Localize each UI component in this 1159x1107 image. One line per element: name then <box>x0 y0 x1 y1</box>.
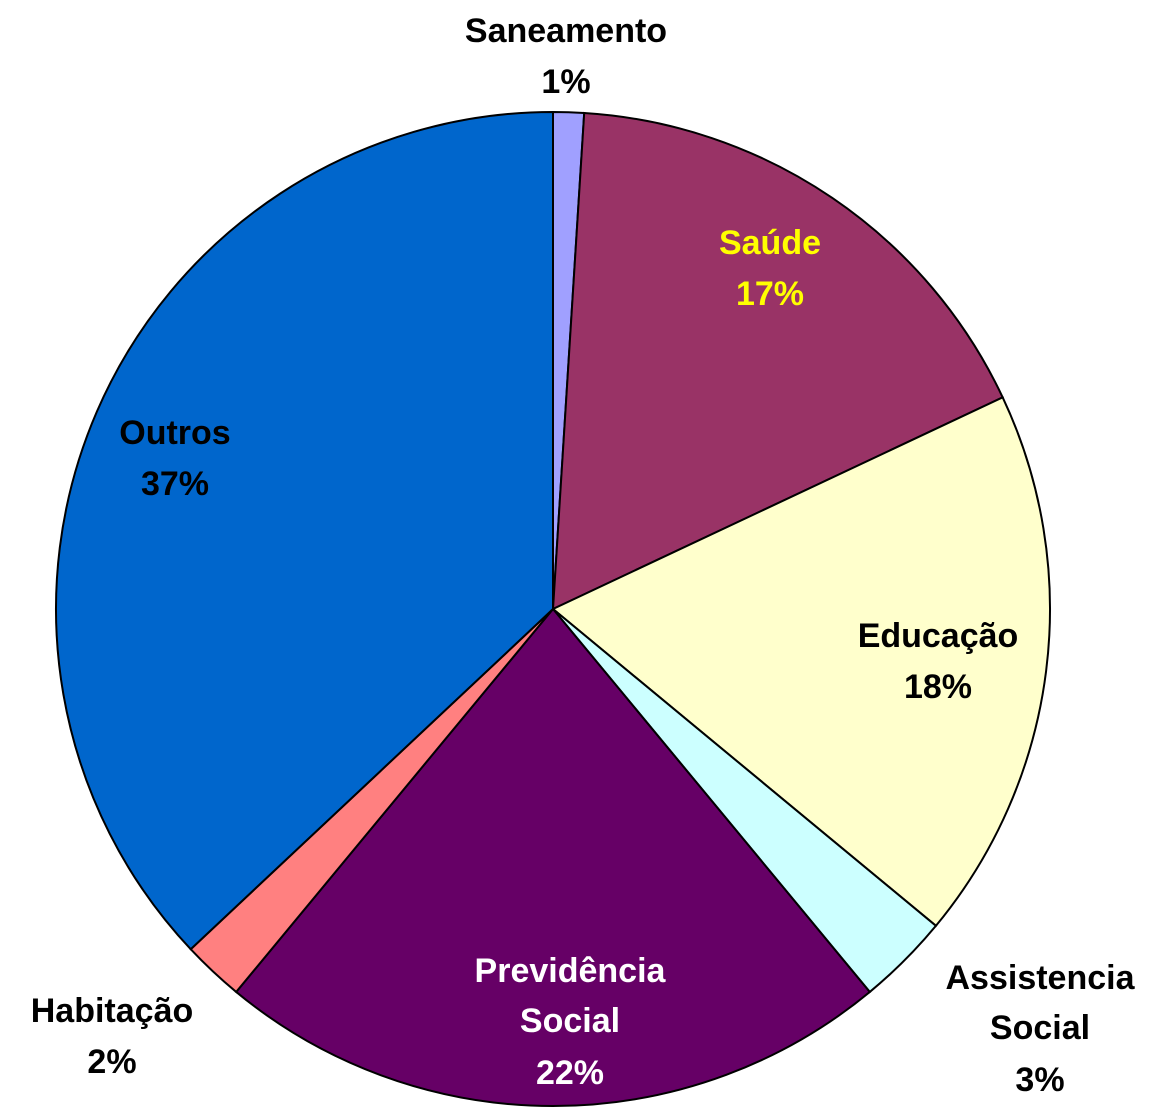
slice-label: Outros <box>119 414 230 452</box>
value-label: 18% <box>904 668 972 706</box>
slice-label: Saneamento <box>465 12 667 50</box>
pie-slice <box>234 607 872 1107</box>
slice-label: Assistencia Social <box>946 959 1136 1047</box>
pie-slice <box>551 396 1051 928</box>
value-label: 17% <box>736 275 804 313</box>
slice-label: Previdência Social <box>475 952 667 1040</box>
pie-slice <box>551 111 1005 611</box>
value-label: 1% <box>541 63 590 101</box>
value-label: 2% <box>87 1043 136 1081</box>
slice-label: Educação <box>858 617 1019 655</box>
value-label: 37% <box>141 465 209 503</box>
slice-label: Habitação <box>31 992 194 1030</box>
value-label: 22% <box>536 1054 604 1092</box>
value-label: 3% <box>1015 1061 1064 1099</box>
pie-slice <box>55 110 554 951</box>
slice-label: Saúde <box>719 224 821 262</box>
